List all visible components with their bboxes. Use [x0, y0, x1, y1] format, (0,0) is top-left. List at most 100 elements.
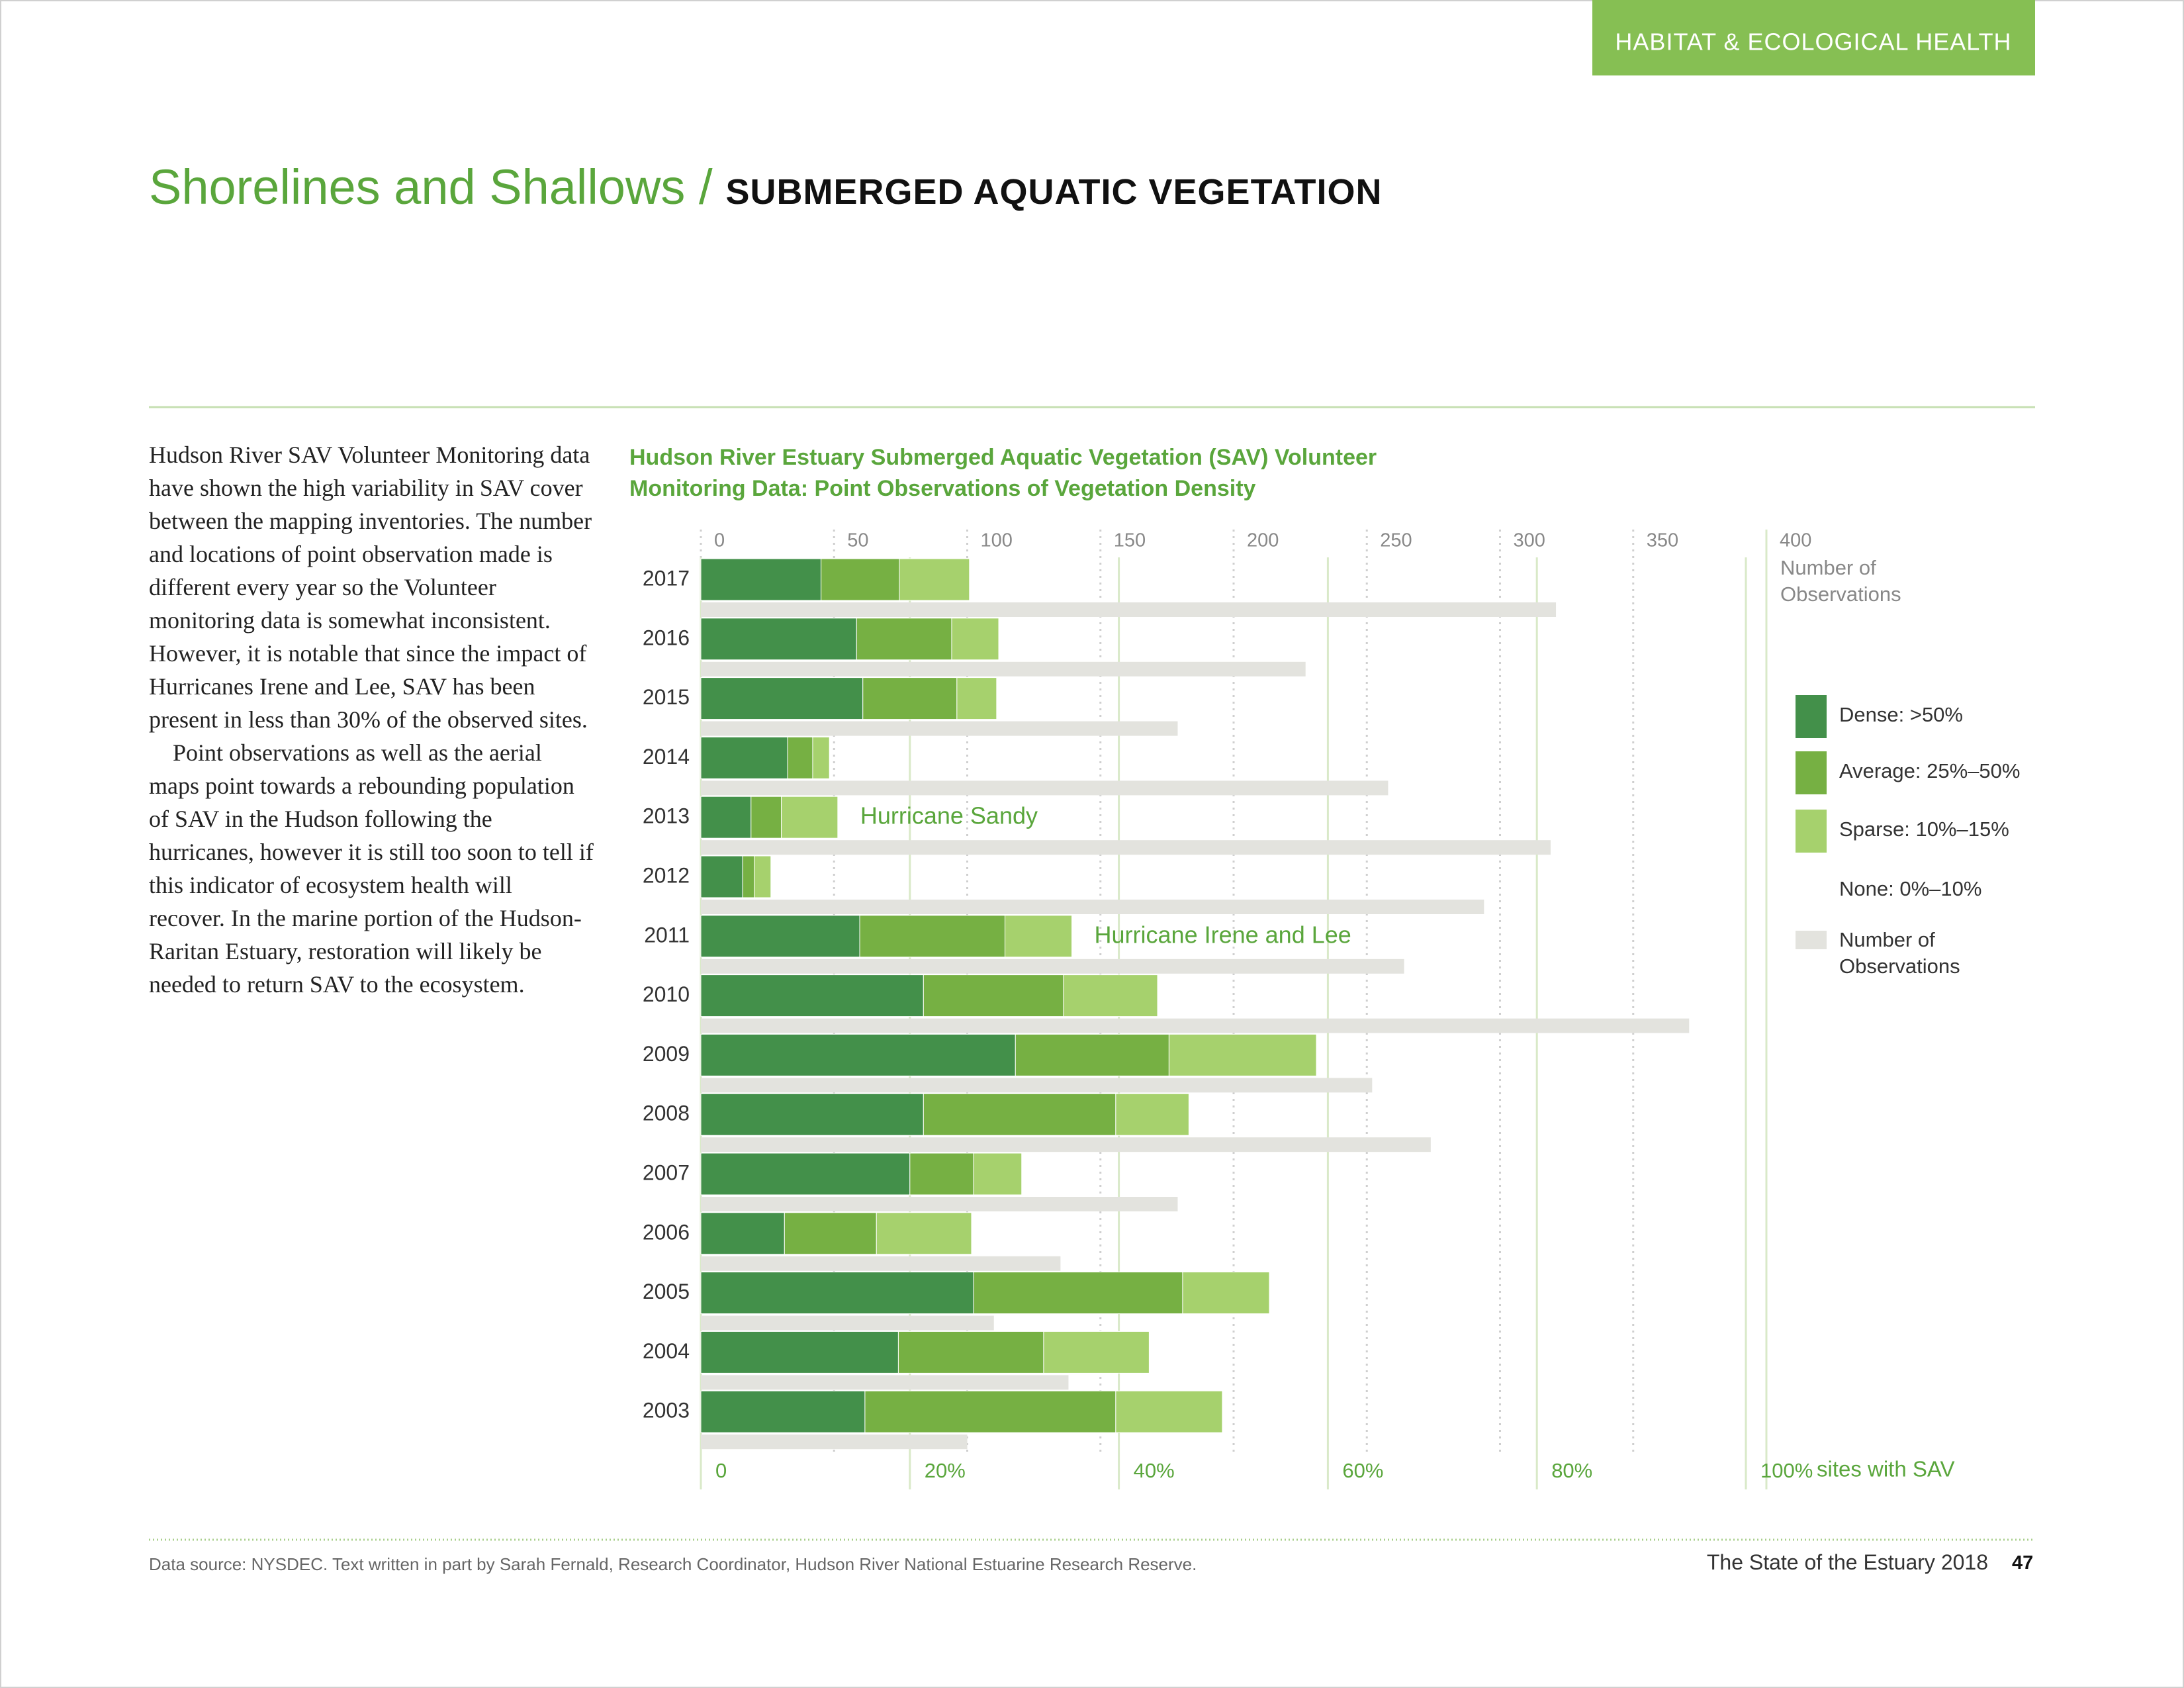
bar-segment	[700, 1212, 785, 1255]
observation-bar	[701, 661, 1306, 677]
bar-segment	[864, 1390, 1116, 1433]
y-tick-label: 2016	[643, 626, 690, 649]
legend-swatch	[1796, 931, 1827, 949]
bar-segment	[700, 915, 860, 958]
body-text: Hudson River SAV Volunteer Monitoring da…	[149, 438, 594, 1001]
x-tick-label: 0	[715, 1459, 727, 1482]
bar-segment	[973, 1152, 1023, 1196]
bar-segment	[1063, 974, 1158, 1017]
observation-bar	[701, 1315, 994, 1331]
x-tick-label: 20%	[925, 1459, 966, 1482]
y-tick-label: 2006	[643, 1220, 690, 1244]
x-axis-label: sites with SAV	[1817, 1457, 1954, 1481]
bar-segment	[909, 1152, 974, 1196]
observation-bar	[701, 1078, 1373, 1093]
y-tick-label: 2004	[643, 1339, 690, 1363]
bar-segment	[1043, 1331, 1150, 1374]
bar-segment	[700, 736, 788, 779]
top-tick-label: 100	[981, 530, 1013, 551]
legend-swatch	[1796, 695, 1827, 738]
chart-title: Hudson River Estuary Submerged Aquatic V…	[629, 445, 1377, 501]
bar-segment	[862, 677, 958, 720]
observation-bar	[701, 1137, 1431, 1152]
bar-segment	[812, 736, 830, 779]
bar-segment	[700, 1152, 911, 1196]
bar-segment	[1168, 1033, 1317, 1076]
bar-segment	[923, 974, 1064, 1017]
bar-segment	[876, 1212, 972, 1255]
bar-segment	[700, 855, 743, 898]
bar-segment	[700, 1093, 924, 1136]
section-label: HABITAT & ECOLOGICAL HEALTH	[1615, 28, 2011, 56]
observation-bar	[701, 1197, 1178, 1211]
observation-bar	[701, 721, 1178, 736]
bar-segment	[973, 1272, 1183, 1315]
annotation: Hurricane Sandy	[860, 802, 1038, 829]
observation-bar	[701, 780, 1388, 796]
legend-swatch	[1796, 869, 1827, 912]
bar-segment	[1015, 1033, 1169, 1076]
bar-segment	[859, 915, 1005, 958]
y-tick-label: 2011	[644, 923, 690, 947]
y-tick-label: 2013	[643, 804, 690, 828]
bar-segment	[1004, 915, 1073, 958]
y-tick-label: 2015	[643, 685, 690, 709]
x-tick-label: 80%	[1551, 1459, 1592, 1482]
y-tick-label: 2009	[643, 1042, 690, 1066]
legend-label: Sparse: 10%–15%	[1839, 818, 2009, 841]
observation-bar	[701, 602, 1557, 617]
bar-segment	[700, 1331, 899, 1374]
observation-bar	[701, 900, 1484, 914]
bar-segment	[700, 677, 864, 720]
title-main: Shorelines and Shallows /	[149, 160, 713, 214]
bar-segment	[751, 796, 782, 839]
top-tick-label: 300	[1514, 530, 1545, 551]
bar-segment	[956, 677, 997, 720]
bar-segment	[742, 855, 755, 898]
legend-label: Dense: >50%	[1839, 703, 1963, 726]
bar-segment	[784, 1212, 877, 1255]
bar-segment	[899, 558, 970, 601]
y-tick-label: 2005	[643, 1280, 690, 1303]
source-note: Data source: NYSDEC. Text written in par…	[149, 1554, 1197, 1574]
page-title: Shorelines and Shallows / SUBMERGED AQUAT…	[149, 159, 1383, 215]
bar-segment	[754, 855, 772, 898]
title-sub: SUBMERGED AQUATIC VEGETATION	[725, 172, 1383, 212]
legend-label: Average: 25%–50%	[1839, 759, 2020, 782]
observation-bar	[701, 840, 1551, 855]
annotation: Hurricane Irene and Lee	[1095, 921, 1351, 948]
bar-segment	[781, 796, 839, 839]
y-tick-label: 2007	[643, 1160, 690, 1184]
top-tick-label: 350	[1647, 530, 1678, 551]
y-tick-label: 2008	[643, 1102, 690, 1125]
bar-segment	[821, 558, 900, 601]
y-tick-label: 2014	[643, 745, 690, 769]
paragraph: Hudson River SAV Volunteer Monitoring da…	[149, 442, 592, 733]
top-tick-label: 0	[714, 530, 725, 551]
bar-segment	[700, 1033, 1016, 1076]
observation-bar	[701, 1434, 968, 1450]
bar-segment	[700, 558, 822, 601]
paragraph: Point observations as well as the aerial…	[149, 739, 594, 998]
observation-bar	[701, 1018, 1690, 1033]
legend-label: Number of Observations	[1839, 928, 1960, 978]
top-tick-label: 400	[1780, 530, 1811, 551]
top-tick-label: 150	[1114, 530, 1146, 551]
bar-segment	[951, 618, 999, 661]
legend-swatch	[1796, 751, 1827, 794]
page-number: 47	[2012, 1552, 2034, 1573]
bar-segment	[1115, 1093, 1189, 1136]
top-tick-label: 50	[847, 530, 868, 551]
y-tick-label: 2017	[643, 566, 690, 590]
y-tick-label: 2012	[643, 863, 690, 887]
bar-segment	[923, 1093, 1116, 1136]
bar-segment	[700, 1390, 866, 1433]
y-tick-label: 2003	[643, 1399, 690, 1423]
publication: The State of the Estuary 2018	[1706, 1550, 1988, 1574]
bar-segment	[700, 974, 924, 1017]
bar-segment	[856, 618, 952, 661]
bar-segment	[700, 1272, 974, 1315]
observation-bar	[701, 1256, 1061, 1271]
